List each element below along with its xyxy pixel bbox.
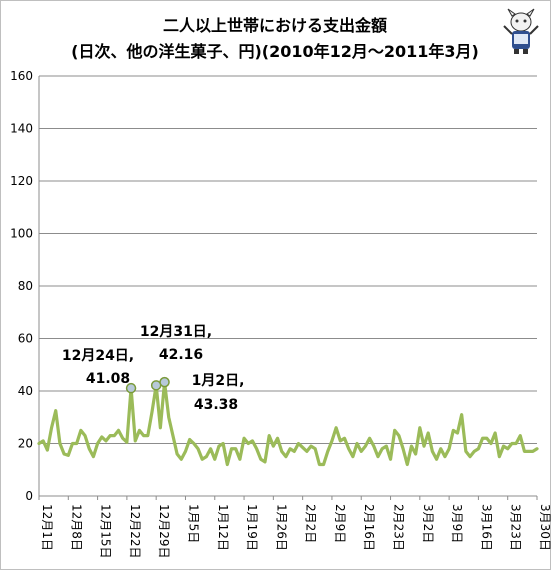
x-tick-label: 3月2日 [421,504,435,543]
y-tick-label: 80 [18,279,33,293]
y-tick-label: 160 [10,69,33,83]
x-tick-label: 12月1日 [40,504,54,551]
annotation-date: 12月31日, [140,324,212,340]
series-line [37,380,539,467]
x-tick-label: 2月23日 [392,504,406,551]
x-tick-label: 2月16日 [362,504,376,551]
highlight-point [125,382,137,394]
y-tick-label: 60 [18,332,33,346]
y-tick-label: 100 [10,227,33,241]
x-tick-label: 1月19日 [245,504,259,551]
x-tick-label: 3月23日 [509,504,523,551]
y-tick-label: 40 [18,384,33,398]
x-tick-label: 2月9日 [333,504,347,543]
x-tick-label: 2月2日 [304,504,318,543]
highlight-point [159,376,170,388]
x-tick-label: 12月15日 [99,504,113,559]
x-tick-label: 1月5日 [186,504,200,543]
x-tick-label: 3月30日 [538,504,551,551]
x-tick-label: 12月8日 [69,504,83,551]
x-tick-label: 1月12日 [216,504,230,551]
x-tick-label: 12月29日 [157,504,171,559]
chart-title-line2: (日次、他の洋生菓子、円)(2010年12月〜2011年3月) [71,42,479,61]
y-tick-label: 20 [18,437,33,451]
annotation-value: 41.08 [86,371,130,387]
annotation-date: 1月2日, [192,373,245,389]
annotation-value: 43.38 [194,397,238,413]
x-tick-label: 3月16日 [479,504,493,551]
y-tick-label: 140 [10,122,33,136]
annotation-date: 12月24日, [62,348,134,364]
mascot-logo [503,8,539,54]
annotation-value: 42.16 [159,347,203,363]
y-tick-label: 120 [10,174,33,188]
x-tick-label: 3月9日 [450,504,464,543]
y-tick-label: 0 [25,489,33,503]
x-tick-label: 1月26日 [274,504,288,551]
x-tick-label: 12月22日 [128,504,142,559]
chart-title-line1: 二人以上世帯における支出金額 [162,16,387,35]
